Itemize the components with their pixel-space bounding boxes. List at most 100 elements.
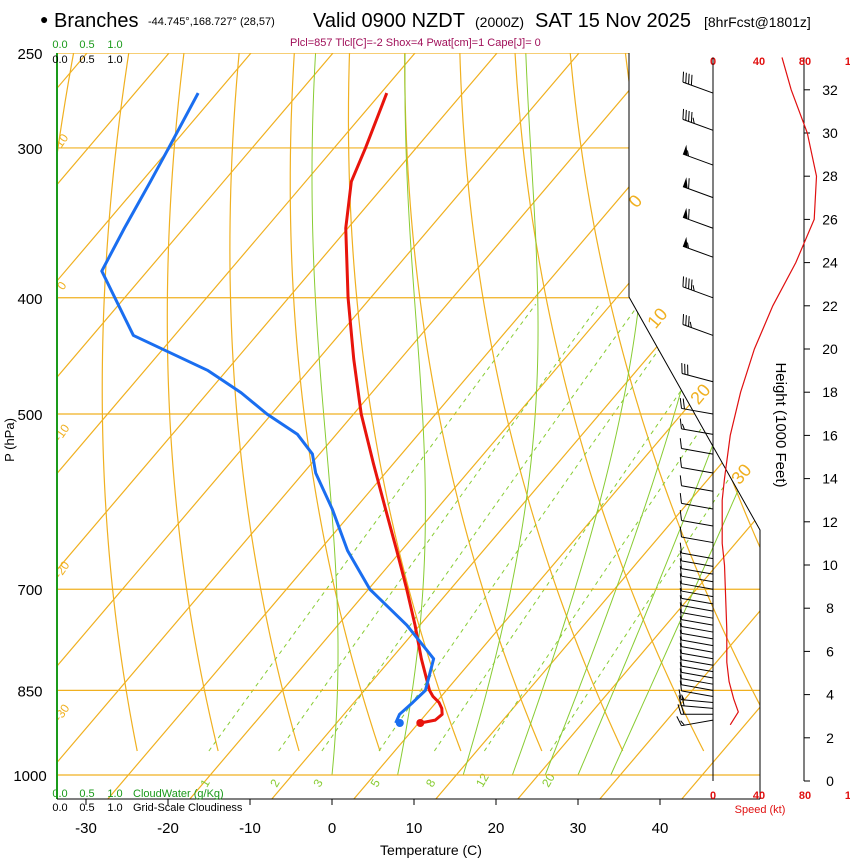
cloudwater-legend: CloudWater (g/Kg) bbox=[133, 788, 224, 800]
wind-barb bbox=[679, 542, 714, 560]
dewpoint-line bbox=[100, 92, 436, 724]
dry-adiabat-line bbox=[0, 53, 18, 751]
dry-adiabat-line bbox=[101, 53, 138, 752]
moist-adiabat-line bbox=[544, 53, 738, 776]
cloudiness-bottom-tick: 1.0 bbox=[107, 802, 122, 814]
wind-barb bbox=[679, 642, 714, 660]
cloudwater-bottom-tick: 0.0 bbox=[52, 788, 67, 800]
dry-adiabat-line bbox=[404, 53, 543, 752]
wind-barb bbox=[679, 573, 714, 590]
height-tick-label: 18 bbox=[822, 384, 838, 400]
wind-barb bbox=[679, 510, 714, 527]
speed-top-tick: 40 bbox=[753, 56, 765, 68]
wind-barb bbox=[682, 144, 714, 166]
moist-adiabat-line bbox=[577, 53, 760, 776]
forecast-info: [8hrFcst@1801z] bbox=[704, 14, 811, 30]
wind-barb bbox=[682, 108, 714, 131]
speed-bottom-tick: 12 bbox=[845, 790, 850, 802]
height-tick-label: 2 bbox=[826, 730, 834, 746]
cloudiness-bottom-tick: 0.5 bbox=[79, 802, 94, 814]
isotherm-line bbox=[599, 53, 760, 799]
height-axis-label: Height (1000 Feet) bbox=[772, 362, 789, 487]
speed-top-tick: 80 bbox=[799, 56, 811, 68]
height-tick-label: 12 bbox=[822, 514, 838, 530]
isopleth-layer: 1 2 3 5 8 12 20 bbox=[0, 53, 850, 799]
x-tick-label: -10 bbox=[239, 820, 261, 837]
pressure-tick-label: 300 bbox=[17, 141, 42, 158]
wind-barb bbox=[678, 689, 714, 703]
valid-utc: (2000Z) bbox=[475, 14, 525, 30]
dry-adiabat-line bbox=[569, 53, 760, 752]
pressure-tick-label: 850 bbox=[17, 683, 42, 700]
speed-bottom-tick: 80 bbox=[799, 790, 811, 802]
wind-barb bbox=[679, 580, 714, 598]
cloudwater-bottom-tick: 0.5 bbox=[79, 788, 94, 800]
isotherm-line bbox=[517, 53, 760, 799]
height-tick-label: 16 bbox=[822, 427, 838, 443]
wind-barb bbox=[679, 475, 714, 492]
height-tick-label: 0 bbox=[826, 773, 834, 789]
site-name: Branches bbox=[54, 10, 139, 32]
site-dot-icon: ● bbox=[40, 11, 49, 27]
wind-barb bbox=[682, 71, 714, 94]
dry-adiabat-line bbox=[514, 53, 705, 752]
dry-adiabat-line bbox=[459, 53, 624, 752]
height-tick-label: 32 bbox=[822, 82, 838, 98]
isotherm-line bbox=[57, 53, 334, 799]
speed-top-tick: 12 bbox=[845, 56, 850, 68]
speed-bottom-tick: 0 bbox=[710, 790, 716, 802]
wind-barb bbox=[682, 236, 714, 258]
height-tick-label: 28 bbox=[822, 168, 838, 184]
mixing-ratio-label: 20 bbox=[539, 771, 558, 790]
dry-adiabat-line bbox=[347, 53, 462, 752]
temperature-line bbox=[344, 92, 444, 725]
isotherm-line bbox=[271, 53, 760, 799]
isotherm-line bbox=[57, 53, 498, 799]
wind-barb bbox=[679, 457, 714, 474]
dry-adiabat-line bbox=[846, 53, 850, 751]
pressure-tick-label: 500 bbox=[17, 407, 42, 424]
surface-dewpoint-marker bbox=[395, 719, 404, 728]
mixing-ratio-line bbox=[321, 303, 640, 752]
valid-time: Valid 0900 NZDT bbox=[313, 10, 465, 32]
height-tick-label: 8 bbox=[826, 600, 834, 616]
wind-barb bbox=[679, 622, 714, 640]
wind-barb bbox=[682, 314, 714, 336]
isotherm-line bbox=[57, 53, 170, 799]
y-axis-label: P (hPa) bbox=[2, 418, 17, 462]
x-tick-label: -20 bbox=[157, 820, 179, 837]
cloudiness-top-tick: 0.5 bbox=[79, 54, 94, 66]
mixing-ratio-label: 8 bbox=[423, 776, 439, 789]
height-tick-label: 22 bbox=[822, 298, 838, 314]
profile-layer bbox=[100, 92, 444, 728]
isotherm-label: 10 bbox=[643, 304, 671, 332]
wind-barb bbox=[682, 207, 714, 229]
wind-barb bbox=[679, 661, 714, 679]
axis-layer: 2503004005007008501000100-10-20-30010203… bbox=[13, 39, 850, 837]
isotherm-label: -30 bbox=[51, 701, 73, 724]
mixing-ratio-label: 3 bbox=[310, 776, 326, 789]
site-coords: -44.745°,168.727° (28,57) bbox=[148, 16, 275, 28]
wind-barb bbox=[679, 655, 714, 673]
pressure-tick-label: 400 bbox=[17, 291, 42, 308]
wind-layer bbox=[676, 57, 818, 781]
x-tick-label: 0 bbox=[328, 820, 336, 837]
surface-temperature-marker bbox=[416, 719, 425, 728]
height-tick-label: 26 bbox=[822, 211, 838, 227]
wind-barb bbox=[682, 276, 714, 299]
moist-adiabat-line bbox=[610, 53, 760, 776]
wind-barb bbox=[679, 526, 714, 544]
wind-barb bbox=[679, 438, 714, 455]
moist-adiabat-line bbox=[397, 53, 426, 776]
dry-adiabat-line bbox=[229, 53, 300, 752]
x-tick-label: 40 bbox=[652, 820, 669, 837]
wind-barb bbox=[679, 587, 714, 605]
wind-barb bbox=[679, 602, 714, 619]
speed-axis-label: Speed (kt) bbox=[735, 804, 786, 816]
wind-barb bbox=[682, 177, 714, 199]
dry-adiabat-line bbox=[289, 53, 381, 752]
wind-barb bbox=[679, 636, 714, 653]
cloudwater-top-tick: 0.5 bbox=[79, 39, 94, 51]
isotherm-line bbox=[57, 53, 662, 799]
